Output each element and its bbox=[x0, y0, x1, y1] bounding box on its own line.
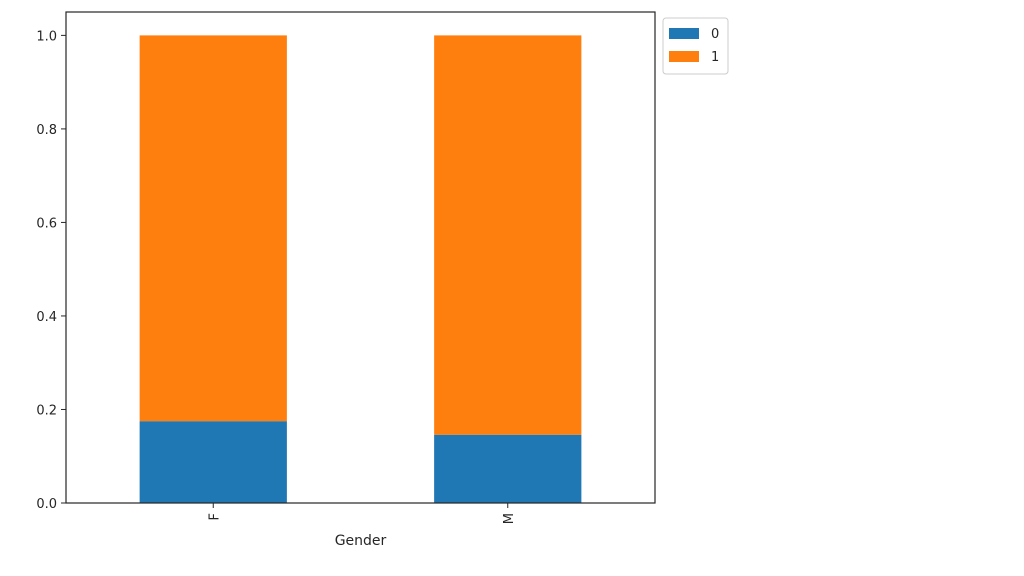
bar-M-series-0 bbox=[434, 434, 582, 503]
x-tick-label-F: F bbox=[207, 513, 222, 520]
bars-layer bbox=[139, 35, 582, 503]
y-tick-label: 0.2 bbox=[36, 403, 57, 418]
bar-F-series-0 bbox=[139, 421, 287, 503]
legend-label-1: 1 bbox=[711, 50, 719, 65]
legend-swatch-1 bbox=[669, 51, 699, 62]
y-tick-label: 0.4 bbox=[36, 310, 57, 325]
legend: 01 bbox=[662, 17, 729, 75]
x-axis-label: Gender bbox=[335, 533, 387, 549]
y-tick-label: 0.8 bbox=[36, 123, 57, 138]
legend-swatch-0 bbox=[669, 28, 699, 39]
bar-M-series-1 bbox=[434, 35, 582, 435]
y-tick-label: 0.6 bbox=[36, 216, 57, 231]
plot-frame bbox=[65, 11, 656, 504]
y-tick-label: 1.0 bbox=[36, 29, 57, 44]
x-tick-label-M: M bbox=[502, 513, 517, 524]
legend-label-0: 0 bbox=[711, 27, 719, 42]
y-axis: 0.0 0.2 0.4 0.6 0.8 1.0 bbox=[36, 29, 66, 512]
bar-F-series-1 bbox=[139, 35, 287, 422]
y-tick-label: 0.0 bbox=[36, 497, 57, 512]
